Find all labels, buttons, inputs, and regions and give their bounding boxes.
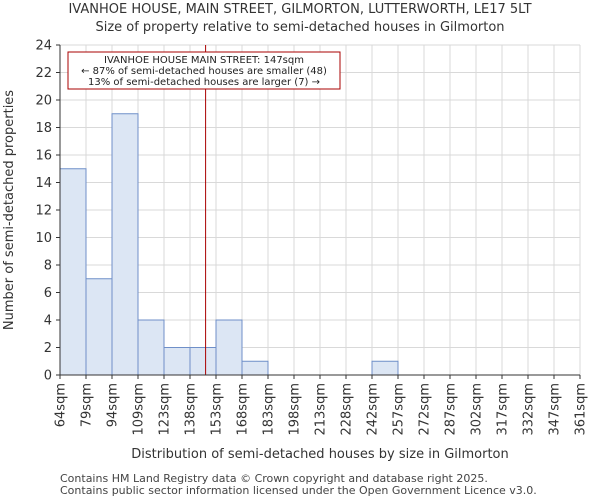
annotation-box — [67, 51, 341, 90]
histogram-bar — [215, 319, 243, 376]
y-tick-label: 4 — [44, 314, 52, 329]
y-tick-label: 0 — [44, 369, 52, 384]
y-tick-label: 24 — [35, 39, 52, 54]
x-tick-label: 287sqm — [444, 383, 459, 436]
y-tick-label: 10 — [35, 231, 52, 246]
x-tick-label: 347sqm — [548, 383, 563, 436]
y-tick-label: 16 — [35, 149, 52, 164]
y-tick-label: 12 — [35, 204, 52, 219]
y-tick-label: 18 — [35, 121, 52, 136]
annotation-layer: IVANHOE HOUSE MAIN STREET: 147sqm← 87% o… — [67, 51, 341, 90]
x-tick-label: 198sqm — [288, 383, 303, 436]
bar-layer — [59, 113, 399, 376]
y-tick-label: 14 — [35, 176, 52, 191]
annotation-line: ← 87% of semi-detached houses are smalle… — [81, 66, 327, 77]
histogram-bar — [371, 360, 399, 376]
histogram-bar — [137, 319, 165, 376]
x-tick-label: 242sqm — [366, 383, 381, 436]
footer-licence: Contains public sector information licen… — [60, 484, 537, 497]
x-tick-label: 123sqm — [158, 383, 173, 436]
x-tick-label: 168sqm — [236, 383, 251, 436]
x-tick-label: 302sqm — [470, 383, 485, 436]
x-tick-label: 138sqm — [184, 383, 199, 436]
x-tick-label: 228sqm — [340, 383, 355, 436]
y-tick-label: 8 — [44, 259, 52, 274]
x-tick-label: 109sqm — [132, 383, 147, 436]
x-tick-label: 332sqm — [522, 383, 537, 436]
x-tick-label: 317sqm — [496, 383, 511, 436]
x-tick-label: 361sqm — [574, 383, 589, 436]
histogram-bar — [189, 347, 217, 376]
x-tick-label: 272sqm — [418, 383, 433, 436]
x-tick-label: 94sqm — [106, 383, 121, 427]
grid-layer — [59, 44, 581, 376]
histogram-bar — [163, 347, 191, 376]
y-tick-label: 2 — [44, 341, 52, 356]
x-tick-label: 79sqm — [80, 383, 95, 427]
x-tick-label: 257sqm — [392, 383, 407, 436]
histogram-bar — [85, 278, 113, 376]
histogram-bar — [59, 168, 87, 376]
y-axis-title: Number of semi-detached properties — [2, 90, 17, 330]
x-tick-label: 64sqm — [54, 383, 69, 427]
x-axis-title: Distribution of semi-detached houses by … — [131, 447, 509, 462]
chart-title-line2: Size of property relative to semi-detach… — [95, 20, 505, 35]
x-tick-label: 153sqm — [210, 383, 225, 436]
chart-title-line1: IVANHOE HOUSE, MAIN STREET, GILMORTON, L… — [68, 2, 532, 17]
histogram-bar — [111, 113, 139, 376]
x-tick-label: 213sqm — [314, 383, 329, 436]
x-tick-label: 183sqm — [262, 383, 277, 436]
histogram-bar — [241, 360, 269, 376]
y-tick-label: 22 — [35, 66, 52, 81]
y-tick-label: 20 — [35, 94, 52, 109]
y-tick-label: 6 — [44, 286, 52, 301]
footer-copyright: Contains HM Land Registry data © Crown c… — [60, 472, 488, 485]
annotation-line: IVANHOE HOUSE MAIN STREET: 147sqm — [104, 55, 304, 66]
annotation-line: 13% of semi-detached houses are larger (… — [88, 77, 320, 88]
